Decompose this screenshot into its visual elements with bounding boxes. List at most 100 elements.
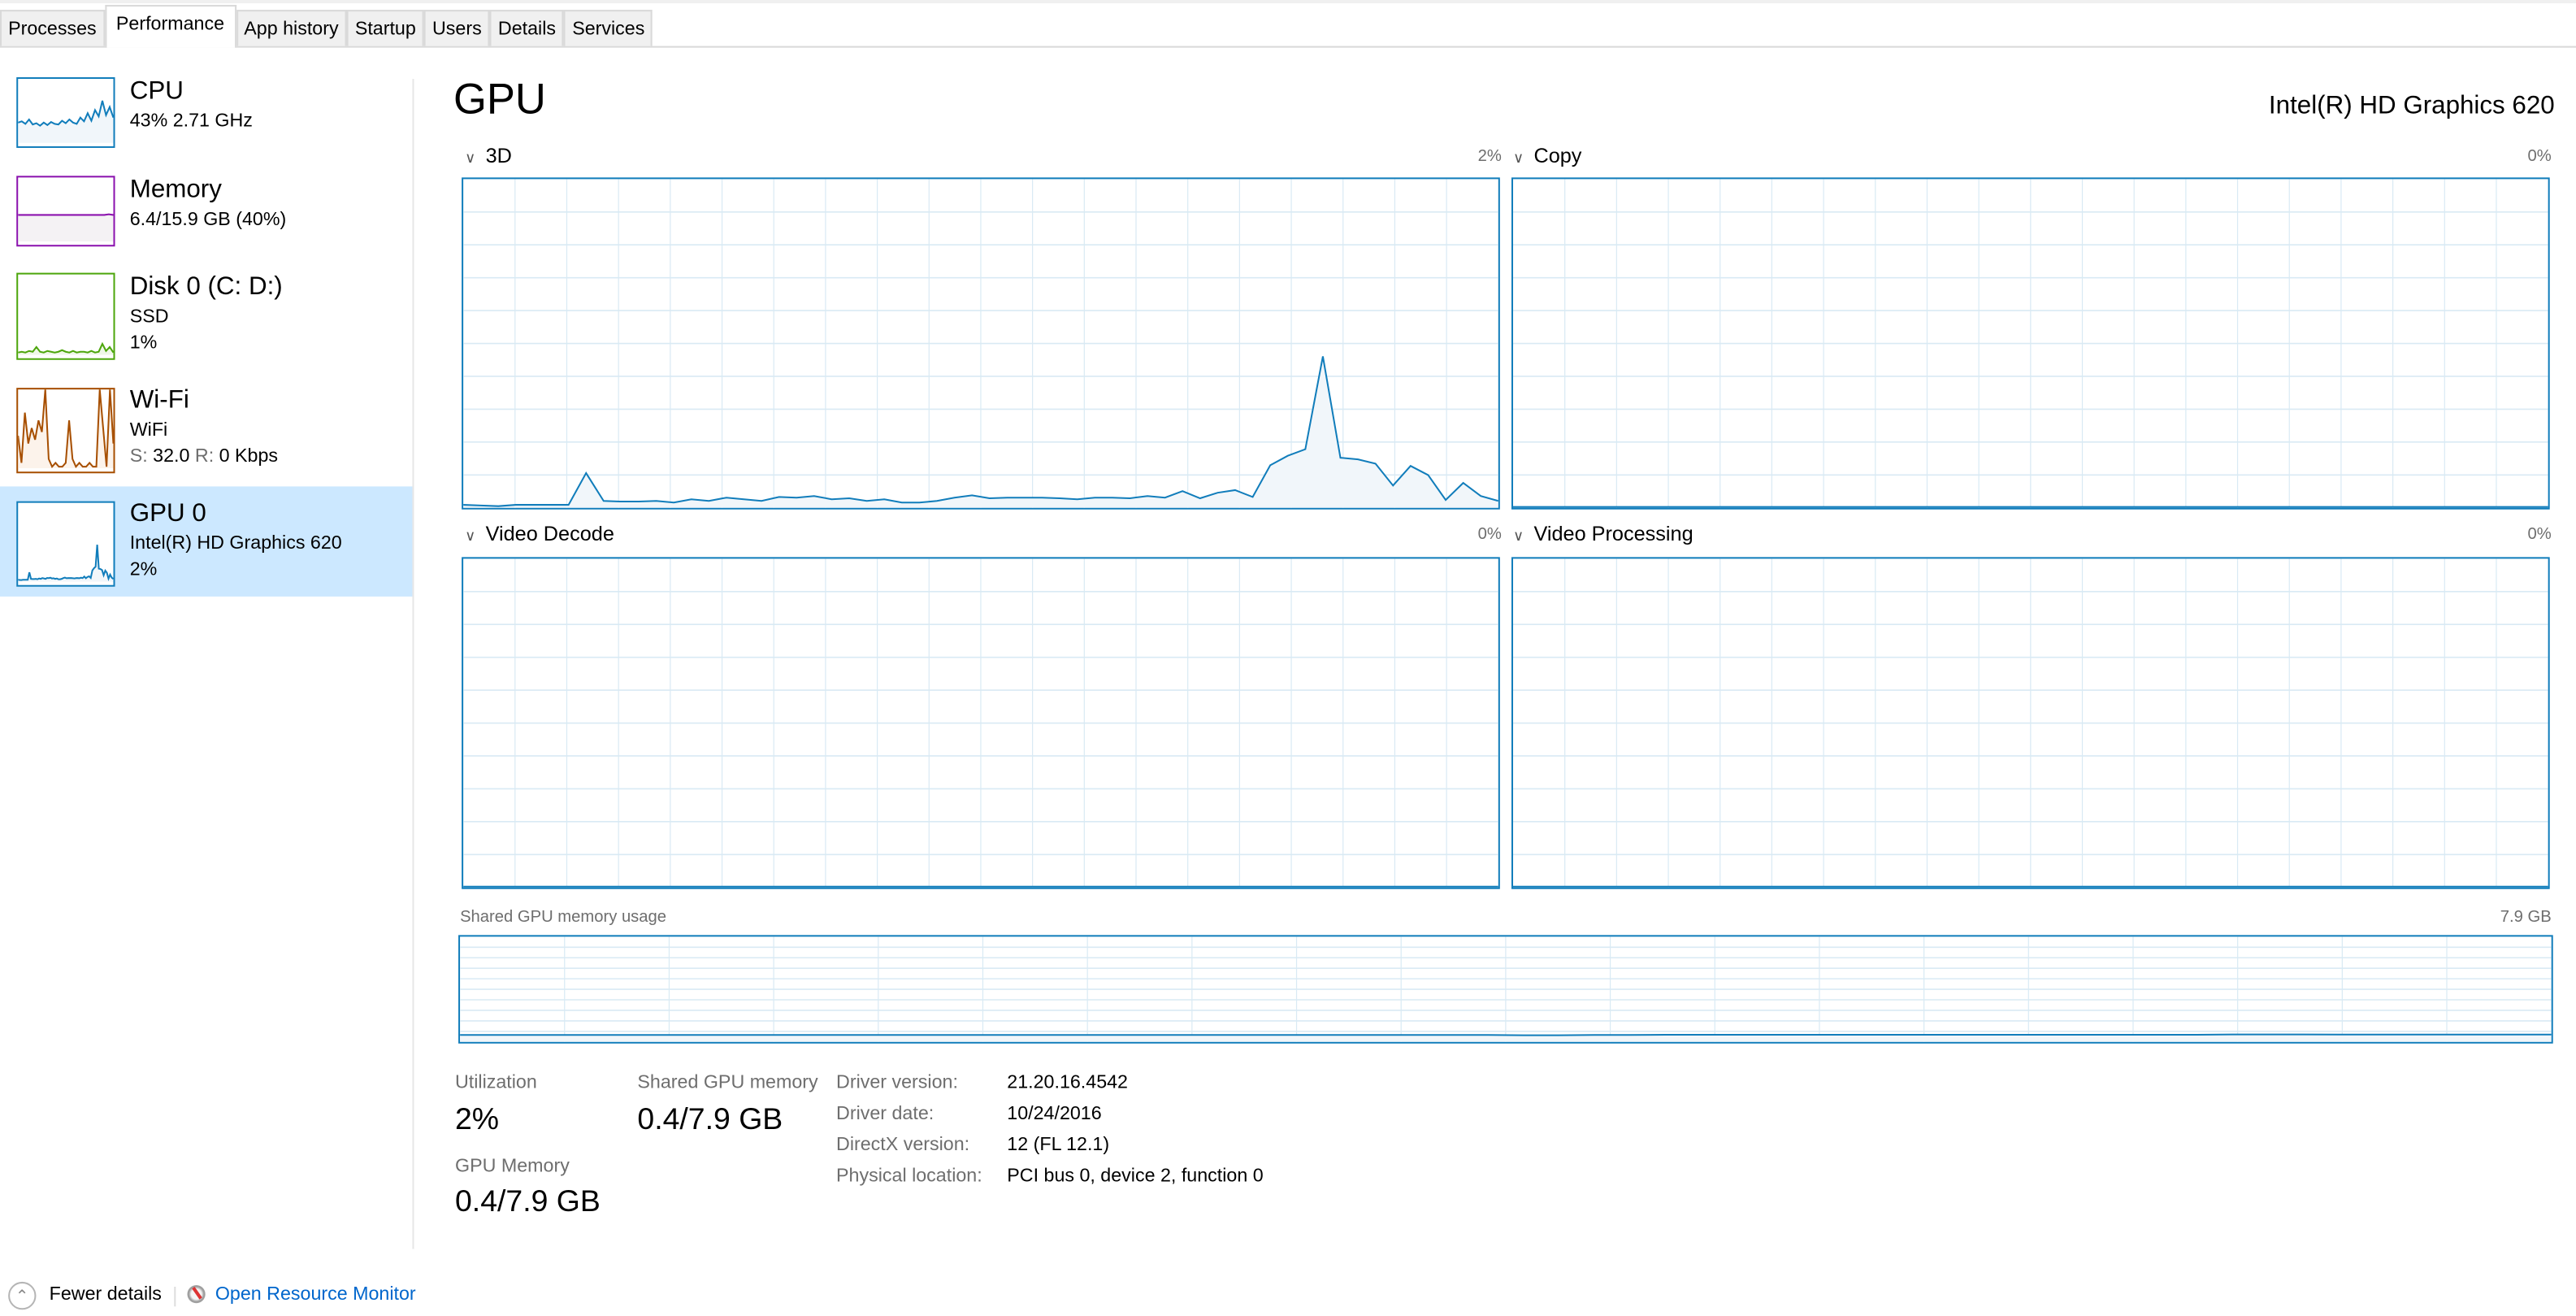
utilization-value: 2% xyxy=(455,1101,500,1136)
disk-sparkline xyxy=(18,341,115,355)
gpu-sidebar-name: Intel(R) HD Graphics 620 xyxy=(129,534,342,554)
disk-title: Disk 0 (C: D:) xyxy=(129,272,283,301)
engine-3d-name: 3D xyxy=(485,144,512,168)
chevron-down-icon: ∨ xyxy=(465,527,476,545)
sidebar-item-wifi[interactable]: Wi-Fi WiFi S: 32.0 R: 0 Kbps xyxy=(0,375,412,486)
tab-bar: Processes Performance App history Startu… xyxy=(0,5,2576,48)
engine-copy-plot xyxy=(1512,179,2548,508)
shared-memory-value: 0.4/7.9 GB xyxy=(637,1101,783,1136)
driver-version-label: Driver version: xyxy=(836,1073,958,1093)
engine-video-decode-plot xyxy=(463,558,1498,888)
engine-copy-value: 0% xyxy=(2527,147,2552,167)
tab-startup[interactable]: Startup xyxy=(346,10,424,46)
series-line xyxy=(460,1033,2552,1036)
sidebar-item-disk[interactable]: Disk 0 (C: D:) SSD 1% xyxy=(0,259,412,375)
series-area xyxy=(18,214,114,242)
physical-location-label: Physical location: xyxy=(836,1166,982,1187)
wifi-adapter: WiFi xyxy=(129,420,168,441)
engine-video-decode-label[interactable]: ∨ Video Decode xyxy=(465,523,614,545)
tab-users[interactable]: Users xyxy=(423,10,490,46)
gpu-memory-value: 0.4/7.9 GB xyxy=(455,1183,601,1218)
wifi-sparkline xyxy=(17,389,115,469)
engine-video-decode-name: Video Decode xyxy=(485,522,614,546)
open-resource-monitor-link[interactable]: Open Resource Monitor xyxy=(215,1284,416,1305)
gpu-memory-label: GPU Memory xyxy=(455,1157,570,1177)
shared-memory-label: Shared GPU memory xyxy=(637,1073,818,1093)
memory-usage: 6.4/15.9 GB (40%) xyxy=(129,210,287,231)
cpu-usage: 43% 2.71 GHz xyxy=(129,111,253,132)
series-area xyxy=(463,356,1498,508)
tab-details[interactable]: Details xyxy=(489,10,565,46)
engine-3d-label[interactable]: ∨ 3D xyxy=(465,145,512,167)
engine-copy-name: Copy xyxy=(1533,144,1582,168)
tab-processes[interactable]: Processes xyxy=(0,10,105,46)
wifi-title: Wi-Fi xyxy=(129,386,189,415)
cpu-sparkline xyxy=(17,100,115,143)
gpu-sidebar-usage: 2% xyxy=(129,560,158,580)
gpu-sidebar-title: GPU 0 xyxy=(129,499,206,528)
chevron-up-icon[interactable]: ⌃ xyxy=(8,1281,37,1310)
send-value: 32.0 xyxy=(153,446,190,467)
series-line xyxy=(18,545,115,582)
gpu-device-name: Intel(R) HD Graphics 620 xyxy=(2268,92,2555,120)
series-line xyxy=(463,356,1498,507)
receive-label: R: xyxy=(194,446,215,467)
engine-video-processing-label[interactable]: ∨ Video Processing xyxy=(1513,523,1693,545)
physical-location-value: PCI bus 0, device 2, function 0 xyxy=(1007,1166,1264,1187)
series-area xyxy=(460,1034,2552,1042)
tab-services[interactable]: Services xyxy=(564,10,653,46)
directx-version-label: DirectX version: xyxy=(836,1135,970,1156)
page-title: GPU xyxy=(453,73,546,124)
sidebar-item-memory[interactable]: Memory 6.4/15.9 GB (40%) xyxy=(0,161,412,263)
tab-performance[interactable]: Performance xyxy=(104,5,236,48)
fewer-details-button[interactable]: Fewer details xyxy=(49,1284,162,1305)
memory-title: Memory xyxy=(129,176,222,204)
driver-date-label: Driver date: xyxy=(836,1104,935,1124)
memory-sparkline xyxy=(18,213,114,242)
engine-video-processing-chart xyxy=(1511,557,2550,889)
shared-memory-chart-label: Shared GPU memory usage xyxy=(460,909,667,927)
engine-video-processing-value: 0% xyxy=(2527,525,2552,545)
tab-app-history[interactable]: App history xyxy=(236,10,347,46)
footer-separator xyxy=(174,1286,176,1307)
disk-usage: 1% xyxy=(129,333,158,354)
engine-video-processing-plot xyxy=(1512,558,2548,888)
send-label: S: xyxy=(129,446,148,467)
driver-version-value: 21.20.16.4542 xyxy=(1007,1073,1128,1093)
engine-video-decode-value: 0% xyxy=(1477,525,1502,545)
wifi-thumbnail-graph xyxy=(16,388,115,474)
cpu-title: CPU xyxy=(129,77,184,106)
gpu-thumbnail-graph xyxy=(16,501,115,587)
receive-value: 0 Kbps xyxy=(219,446,279,467)
engine-3d-value: 2% xyxy=(1477,147,1502,167)
series-area xyxy=(18,545,114,582)
driver-date-value: 10/24/2016 xyxy=(1007,1104,1102,1124)
chevron-down-icon: ∨ xyxy=(1512,149,1524,167)
sidebar-item-cpu[interactable]: CPU 43% 2.71 GHz xyxy=(0,63,412,164)
chevron-down-icon: ∨ xyxy=(1512,527,1524,545)
shared-memory-plot xyxy=(460,936,2552,1042)
series-line xyxy=(18,341,115,354)
shared-memory-chart-max: 7.9 GB xyxy=(2500,909,2552,927)
utilization-label: Utilization xyxy=(455,1073,537,1093)
engine-copy-chart xyxy=(1511,177,2550,510)
directx-version-value: 12 (FL 12.1) xyxy=(1007,1135,1110,1156)
cpu-thumbnail-graph xyxy=(16,77,115,148)
wifi-throughput: S: 32.0 R: 0 Kbps xyxy=(130,447,278,467)
engine-video-processing-name: Video Processing xyxy=(1533,522,1693,546)
engine-copy-label[interactable]: ∨ Copy xyxy=(1513,145,1581,167)
chevron-down-icon: ∨ xyxy=(465,149,476,167)
memory-thumbnail-graph xyxy=(16,176,115,247)
sidebar-divider xyxy=(412,79,414,1249)
title-bar-edge xyxy=(0,0,2576,4)
gpu-sparkline xyxy=(18,545,115,582)
disk-type: SSD xyxy=(129,307,169,328)
series-area xyxy=(18,389,114,469)
engine-3d-plot xyxy=(463,179,1498,508)
engine-video-decode-chart xyxy=(462,557,1500,889)
disk-thumbnail-graph xyxy=(16,272,115,360)
engine-3d-chart xyxy=(462,177,1500,510)
sidebar-item-gpu[interactable]: GPU 0 Intel(R) HD Graphics 620 2% xyxy=(0,486,413,597)
shared-memory-chart xyxy=(458,935,2553,1044)
